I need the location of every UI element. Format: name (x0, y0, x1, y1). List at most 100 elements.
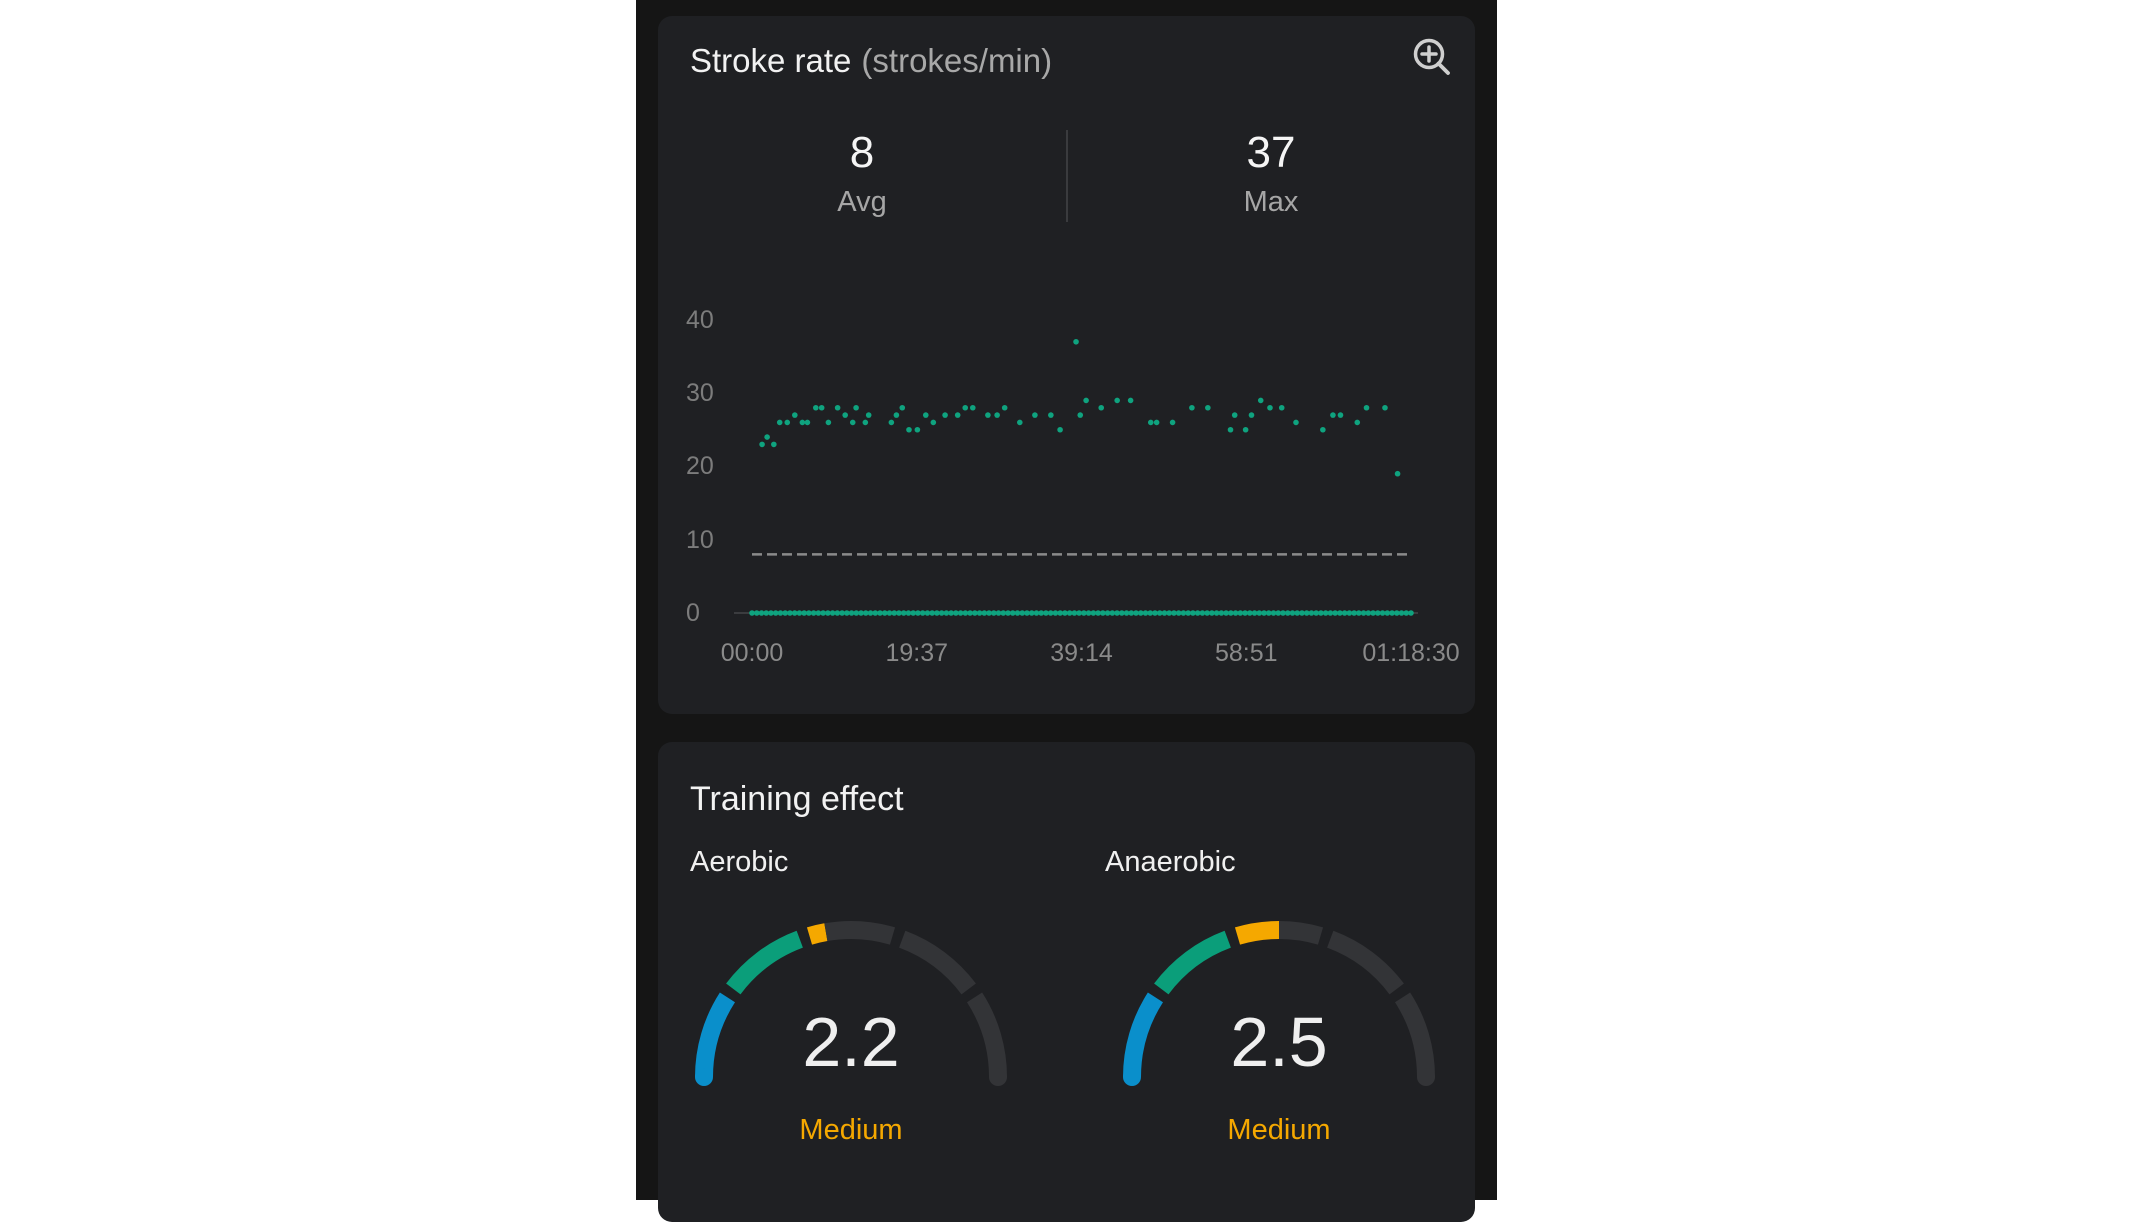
data-point (1213, 610, 1220, 616)
data-point (1142, 610, 1149, 616)
data-point (1185, 610, 1191, 616)
data-point (930, 419, 937, 426)
data-point (1133, 610, 1139, 616)
data-point (985, 412, 991, 418)
data-point (915, 610, 921, 616)
stroke-rate-unit: (strokes/min) (861, 42, 1053, 79)
data-point (1365, 610, 1372, 616)
data-point (1256, 610, 1263, 616)
data-point (1293, 419, 1299, 426)
zoom-in-button[interactable] (1411, 36, 1453, 78)
data-point (818, 404, 825, 411)
max-label: Max (1243, 186, 1299, 218)
avg-value: 8 (849, 128, 875, 177)
data-point (1062, 610, 1068, 616)
data-point (1005, 610, 1011, 616)
data-point (829, 610, 836, 616)
aerobic-gauge-arc (695, 921, 1007, 1086)
data-point (1242, 610, 1248, 616)
stroke-rate-card[interactable]: Stroke rate (strokes/min) 8 Avg 37 Max 40… (658, 16, 1475, 714)
stat-divider (1066, 130, 1068, 222)
data-point (1231, 412, 1238, 418)
data-point (1209, 610, 1215, 616)
data-point (771, 441, 777, 448)
data-point (1346, 610, 1353, 616)
data-point (962, 610, 969, 616)
data-point (1228, 610, 1234, 616)
data-point (1360, 610, 1367, 616)
x-tick-label: 01:18:30 (1362, 639, 1460, 667)
data-point (1332, 610, 1338, 616)
data-point (804, 419, 811, 426)
anaerobic-level: Medium (1227, 1114, 1331, 1146)
data-point (791, 610, 798, 616)
anaerobic-value: 2.5 (1230, 1003, 1328, 1081)
gauge-segment-track (898, 930, 976, 995)
max-value: 37 (1246, 128, 1296, 177)
data-point (1147, 419, 1154, 426)
data-point (763, 610, 770, 616)
aerobic-level: Medium (799, 1114, 903, 1146)
data-point (776, 419, 783, 426)
data-point (1156, 610, 1163, 616)
data-point (1024, 610, 1030, 616)
data-point (986, 610, 992, 616)
data-point (900, 610, 907, 616)
data-point (1123, 610, 1130, 616)
data-point (1327, 610, 1334, 616)
aerobic-gauge: 2.2 Medium (686, 902, 1016, 1202)
data-point (1341, 610, 1348, 616)
data-point (1076, 610, 1082, 616)
data-point (1073, 338, 1079, 345)
stroke-rate-chart[interactable]: 40 30 20 10 0 00:00 19:37 39:14 58:51 01:18:30 (658, 16, 1475, 714)
data-point (990, 610, 997, 616)
data-point (849, 419, 856, 426)
training-effect-card[interactable]: Training effect Aerobic Anaerobic 2.2 Me… (658, 742, 1475, 1222)
x-tick-label: 39:14 (1050, 639, 1113, 667)
data-point (758, 610, 765, 616)
data-point (943, 610, 950, 616)
data-point (1000, 610, 1007, 616)
data-point (867, 610, 874, 616)
gauge-segment-filled (726, 930, 804, 995)
y-tick-label: 30 (686, 379, 714, 408)
data-point (1127, 397, 1134, 404)
data-point (1052, 610, 1059, 616)
data-point (1009, 610, 1016, 616)
data-point (954, 412, 961, 418)
data-point (853, 610, 860, 616)
data-point (919, 610, 926, 616)
data-point (899, 404, 906, 411)
data-point (768, 610, 774, 616)
scatter-plot (734, 338, 1418, 616)
data-point (1280, 610, 1286, 616)
gauge-segment-filled-cap (1123, 1068, 1141, 1086)
data-point (1032, 412, 1038, 418)
data-point (948, 610, 954, 616)
data-point (994, 412, 1000, 418)
data-point (957, 610, 964, 616)
data-point (1289, 610, 1296, 616)
data-point (981, 610, 988, 616)
data-point (1083, 397, 1089, 404)
data-point (1257, 397, 1264, 404)
x-tick-label: 00:00 (720, 639, 784, 667)
phone-screen: Stroke rate (strokes/min) 8 Avg 37 Max 40… (636, 0, 1497, 1222)
data-point (1095, 610, 1101, 616)
data-point (810, 610, 817, 616)
gauge-segment-track (1278, 921, 1324, 945)
data-point (1016, 419, 1023, 426)
data-point (753, 610, 760, 616)
data-point (1038, 610, 1045, 616)
data-point (813, 404, 819, 411)
data-point (1237, 610, 1244, 616)
y-tick-label: 0 (686, 599, 700, 627)
data-point (1114, 610, 1120, 616)
aerobic-label: Aerobic (690, 846, 789, 878)
data-point (834, 404, 841, 411)
data-point (1284, 610, 1291, 616)
data-point (1033, 610, 1040, 616)
data-point (1109, 610, 1116, 616)
data-point (886, 610, 893, 616)
data-point (1118, 610, 1125, 616)
